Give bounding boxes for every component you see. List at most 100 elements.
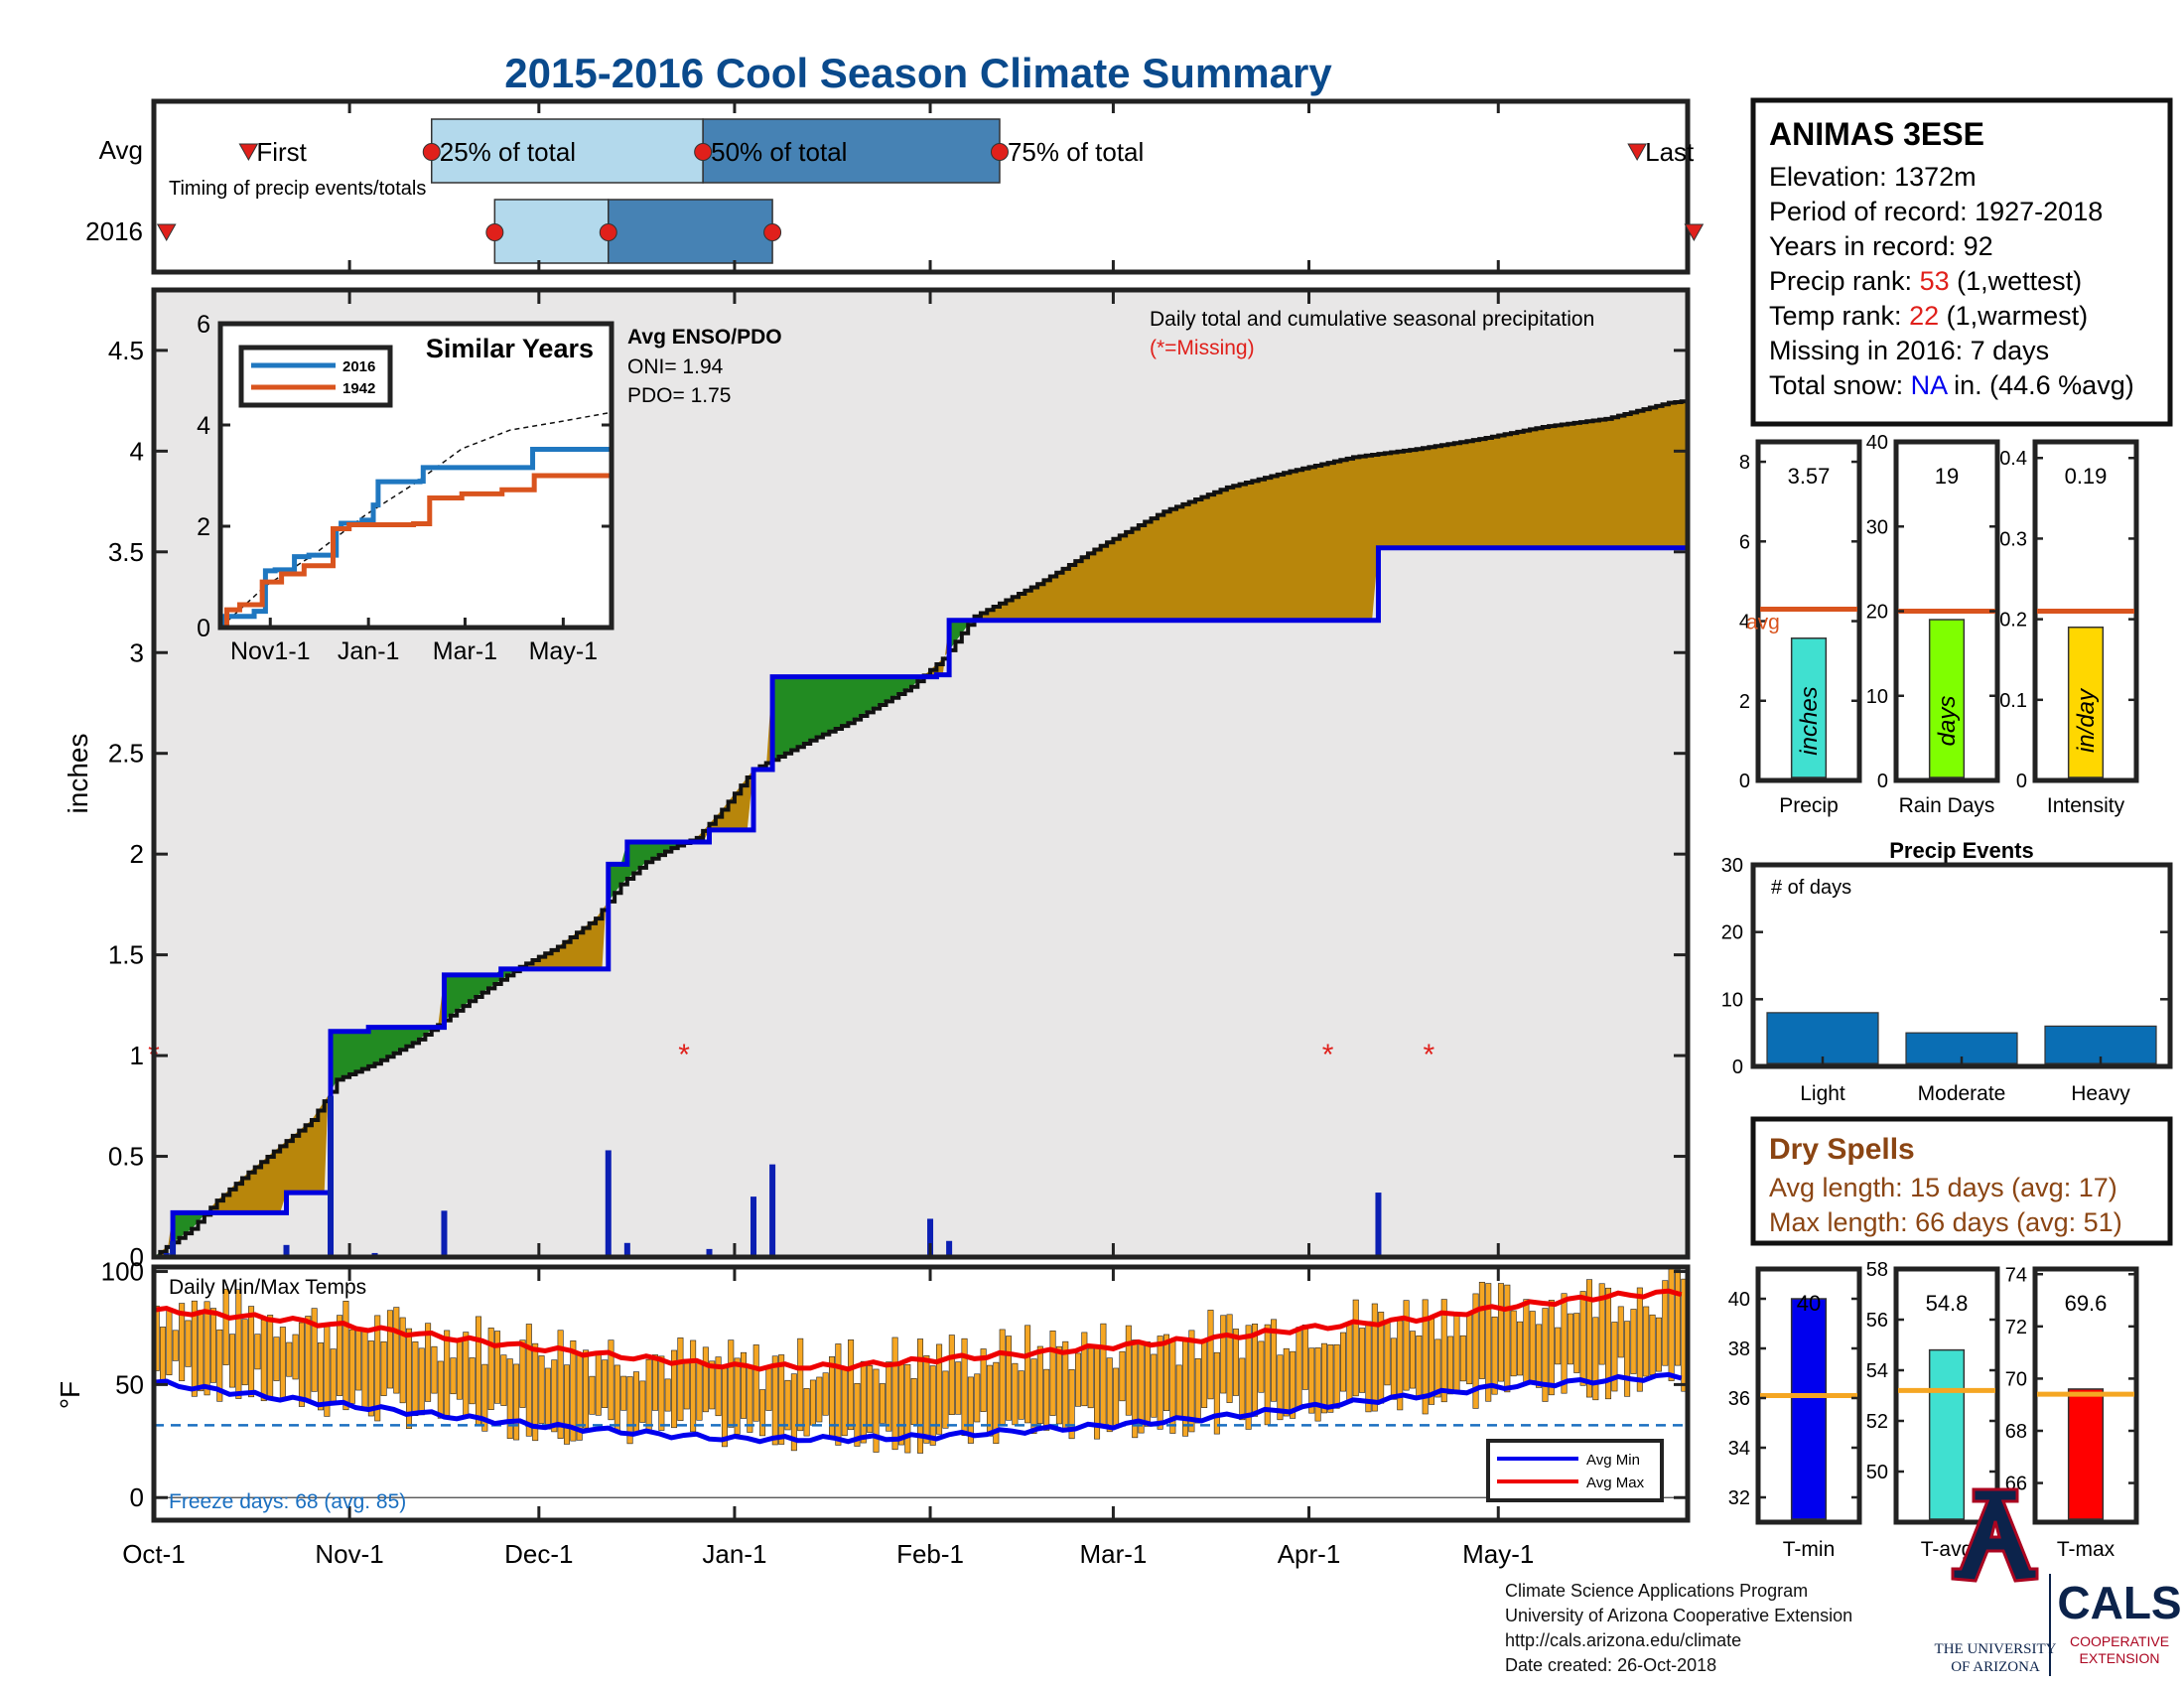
events-ytick-label-1: 10: [1721, 989, 1743, 1011]
daily-precip-bar-13: [927, 1218, 934, 1257]
xtick-label-4: Feb-1: [896, 1539, 964, 1569]
daily-temp-bar-192: [1365, 1321, 1372, 1413]
panel-bar-precip_bars-1: [1928, 619, 1966, 778]
daily-temp-bar-166: [1201, 1338, 1208, 1408]
panel-ytick-label-precip_bars-0-0: 0: [1739, 771, 1750, 792]
station-years: Years in record: 92: [1769, 231, 1993, 261]
timing-label-q50: 50% of total: [711, 137, 847, 167]
daily-precip-bar-10: [706, 1248, 713, 1257]
daily-temp-bar-157: [1144, 1341, 1151, 1427]
daily-temp-bar-120: [910, 1378, 917, 1425]
main-ytick-label-1: 0.5: [108, 1142, 144, 1172]
daily-temp-bar-20: [279, 1327, 286, 1400]
daily-temp-bar-84: [683, 1362, 690, 1410]
daily-temp-bar-1: [160, 1327, 167, 1385]
daily-temp-bar-3: [172, 1330, 179, 1361]
daily-temp-bar-77: [639, 1380, 646, 1423]
daily-temp-bar-40: [406, 1328, 413, 1430]
panel-ytick-label-precip_bars-2-1: 0.1: [1999, 690, 2027, 712]
daily-temp-bar-231: [1611, 1322, 1618, 1392]
daily-temp-bar-115: [879, 1383, 886, 1424]
daily-temp-bar-128: [961, 1337, 968, 1437]
daily-temp-bar-92: [734, 1357, 741, 1435]
panel-value-precip_bars-2: 0.19: [2065, 464, 2108, 489]
daily-temp-bar-123: [929, 1365, 936, 1446]
xtick-label-3: Jan-1: [702, 1539, 766, 1569]
panel-avg-label: avg: [1746, 611, 1780, 633]
daily-temp-bar-159: [1157, 1336, 1163, 1430]
enso-title: Avg ENSO/PDO: [627, 326, 782, 349]
daily-temp-bar-158: [1151, 1353, 1158, 1418]
daily-temp-bar-133: [993, 1361, 1000, 1445]
daily-temp-bar-183: [1308, 1347, 1315, 1414]
daily-temp-bar-55: [500, 1354, 507, 1406]
daily-temp-bar-196: [1390, 1337, 1397, 1400]
panel-unit-precip_bars-1: days: [1934, 696, 1961, 747]
panel-ytick-label-temp_bars-0-0: 32: [1728, 1487, 1750, 1509]
daily-temp-bar-219: [1536, 1324, 1543, 1388]
logos: THE UNIVERSITY OF ARIZONA CALS COOPERATI…: [1935, 1487, 2182, 1676]
inset-frame: [217, 321, 614, 631]
daily-temp-bar-66: [570, 1340, 577, 1442]
daily-temp-bar-193: [1371, 1303, 1378, 1412]
daily-temp-bar-131: [980, 1348, 987, 1412]
panel-unit-precip_bars-2: in/day: [2073, 687, 2100, 753]
daily-temp-bar-43: [425, 1323, 432, 1402]
daily-temp-bar-53: [487, 1328, 494, 1411]
avg-cumulative-line: [154, 399, 1690, 1259]
daily-temp-bar-61: [538, 1355, 545, 1424]
daily-temp-bar-24: [305, 1316, 312, 1402]
daily-temp-bar-104: [809, 1379, 816, 1426]
daily-temp-bar-150: [1100, 1323, 1107, 1429]
inset-ytick-label-0: 0: [197, 615, 210, 642]
daily-temp-bar-102: [797, 1337, 804, 1432]
inset-xtick-label-0: Nov1-1: [230, 637, 311, 665]
dry-spells-box: Dry Spells Avg length: 15 days (avg: 17)…: [1750, 1116, 2173, 1246]
daily-temp-bar-122: [923, 1355, 930, 1444]
legend-label-avg-min: Avg Min: [1586, 1452, 1640, 1469]
temps-legend-box: [1486, 1439, 1664, 1502]
daily-temp-bar-65: [563, 1364, 570, 1445]
daily-temp-bar-37: [386, 1310, 393, 1389]
daily-temp-bar-33: [361, 1330, 368, 1408]
station-info-box: ANIMAS 3ESE Elevation: 1372m Period of r…: [1750, 97, 2173, 427]
daily-temp-bar-118: [897, 1363, 904, 1446]
daily-temp-bar-5: [185, 1320, 192, 1367]
daily-temp-bar-195: [1384, 1319, 1391, 1386]
daily-temp-bar-31: [348, 1329, 355, 1404]
daily-temp-bar-234: [1630, 1309, 1637, 1374]
daily-temp-bar-8: [204, 1301, 210, 1396]
daily-temp-bar-105: [816, 1376, 823, 1423]
daily-temp-bar-56: [506, 1358, 513, 1440]
daily-temp-bar-87: [702, 1346, 709, 1413]
station-snow: Total snow: NA in. (44.6 %avg): [1769, 370, 2134, 400]
daily-temp-bar-89: [715, 1356, 722, 1417]
main-ytick-label-7: 3.5: [108, 537, 144, 567]
panel-ytick-label-precip_bars-0-3: 6: [1739, 531, 1750, 553]
missing-note: (*=Missing): [1150, 337, 1255, 359]
inset-legend-box: [238, 345, 393, 408]
cals-wordmark: CALS: [2057, 1577, 2181, 1628]
timing-marker-q75-avg: [990, 143, 1009, 161]
daily-temp-bar-241: [1674, 1269, 1681, 1366]
daily-temp-bar-117: [891, 1336, 898, 1451]
temp-summary-bars: 40 T-min 32 34 36 38 40 54.8 T-avg 50 52 54 56 58 69.6…: [1728, 1259, 2139, 1561]
daily-temp-bar-208: [1466, 1312, 1473, 1385]
main-ytick-label-0: 0: [130, 1242, 144, 1272]
events-category-1: Moderate: [1918, 1082, 2006, 1105]
daily-temp-bar-38: [393, 1307, 400, 1394]
enso-pdo: PDO= 1.75: [627, 384, 731, 407]
daily-temp-bar-62: [544, 1367, 551, 1430]
precip-rank-label: Precip rank:: [1769, 266, 1920, 296]
timing-box-upper-avg: [702, 118, 1001, 184]
inset-ytick-label-1: 2: [197, 513, 210, 541]
daily-temp-bar-88: [709, 1360, 716, 1410]
daily-temp-bar-59: [525, 1324, 532, 1437]
daily-temp-bar-68: [583, 1349, 590, 1429]
daily-temp-bar-47: [450, 1357, 457, 1395]
daily-temp-bar-57: [513, 1363, 520, 1441]
credits-block: Climate Science Applications Program Uni…: [1505, 1581, 1852, 1675]
daily-temp-bar-236: [1643, 1306, 1650, 1377]
timing-marker-q75-y2016: [763, 223, 782, 241]
daily-temp-bar-148: [1087, 1347, 1094, 1409]
